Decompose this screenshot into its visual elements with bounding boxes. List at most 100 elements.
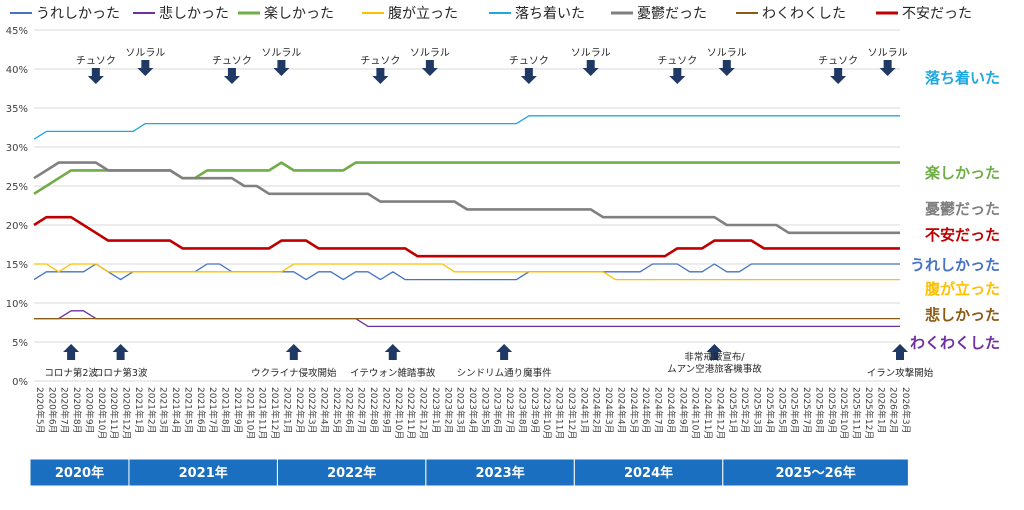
year-band (573, 458, 724, 487)
x-tick-label: 2021年12月 (269, 387, 281, 439)
series-line-腹が立った (34, 263, 900, 281)
annotation-bottom-label: ムアン空港旅客機事故 (667, 363, 762, 375)
x-tick-label: 2023年3月 (455, 387, 467, 434)
annotation-up-arrow (285, 344, 302, 360)
x-tick-label: 2021年6月 (195, 387, 207, 434)
x-tick-label: 2022年4月 (319, 387, 331, 434)
annotation-top-label: チュソク (76, 55, 116, 67)
annotation-down-arrow (273, 60, 290, 76)
annotation-bottom-label: コロナ第3波 (94, 367, 148, 379)
series-end-label: わくわくした (910, 334, 1000, 352)
x-tick-label: 2026年3月 (900, 387, 912, 434)
x-tick-label: 2023年2月 (442, 387, 454, 434)
legend-entry: 憂鬱だった (637, 6, 707, 22)
annotation-bottom-label: 非常戒厳宣布/ (684, 351, 745, 363)
y-tick-label: 10% (6, 299, 28, 310)
x-tick-label: 2023年1月 (430, 387, 442, 434)
x-tick-label: 2023年7月 (504, 387, 516, 434)
y-tick-label: 0% (12, 377, 28, 388)
x-tick-label: 2025年7月 (801, 387, 813, 434)
annotation-top-label: ソルラル (571, 47, 611, 59)
legend-entry: 腹が立った (388, 5, 458, 22)
y-tick-label: 25% (6, 182, 28, 193)
annotation-down-arrow (87, 68, 104, 84)
x-tick-label: 2025年11月 (851, 387, 863, 439)
x-tick-label: 2021年9月 (232, 387, 244, 434)
x-tick-label: 2026年2月 (888, 387, 900, 434)
annotation-top-label: ソルラル (868, 47, 908, 59)
annotation-up-arrow (63, 344, 80, 360)
annotation-bottom-label: コロナ第2波 (44, 367, 98, 379)
x-tick-label: 2022年9月 (380, 387, 392, 434)
annotation-up-arrow (496, 344, 513, 360)
series-end-label: 楽しかった (925, 164, 1000, 182)
year-band (128, 458, 278, 487)
x-tick-label: 2021年7月 (207, 387, 219, 434)
x-tick-label: 2020年11月 (108, 387, 120, 439)
legend-entry: 不安だった (902, 6, 972, 22)
series-end-label: うれしかった (910, 256, 1000, 274)
y-tick-label: 15% (6, 260, 28, 271)
year-band-label: 2022年 (327, 465, 376, 481)
annotation-down-arrow (830, 68, 847, 84)
x-tick-label: 2023年6月 (492, 387, 504, 434)
annotation-top-label: ソルラル (707, 47, 747, 59)
legend-entry: 悲しかった (159, 5, 229, 22)
x-tick-label: 2025年6月 (789, 387, 801, 434)
x-tick-label: 2021年2月 (145, 387, 157, 434)
year-band-label: 2021年 (179, 465, 228, 481)
annotation-bottom-label: ウクライナ侵攻開始 (251, 367, 337, 379)
x-tick-label: 2022年2月 (294, 387, 306, 434)
x-tick-label: 2023年9月 (529, 387, 541, 434)
year-band-label: 2025～26年 (775, 465, 855, 481)
year-band-label: 2020年 (55, 465, 104, 481)
x-tick-label: 2023年12月 (566, 387, 578, 439)
annotation-down-arrow (669, 68, 686, 84)
series-end-label: 腹が立った (925, 280, 1000, 298)
x-tick-label: 2020年8月 (71, 387, 83, 434)
x-tick-label: 2025年12月 (863, 387, 875, 439)
x-tick-label: 2021年4月 (170, 387, 182, 434)
series-line-不安だった (33, 215, 900, 258)
x-tick-label: 2023年8月 (516, 387, 528, 434)
annotation-down-arrow (582, 60, 599, 76)
x-tick-label: 2020年5月 (34, 387, 46, 434)
x-tick-label: 2020年7月 (59, 387, 71, 434)
annotation-top-label: チュソク (818, 55, 858, 67)
annotation-top-label: チュソク (509, 55, 549, 67)
annotation-bottom-label: シンドリム通り魔事件 (457, 367, 553, 379)
annotation-top-label: ソルラル (410, 47, 450, 59)
x-tick-label: 2021年3月 (158, 387, 170, 434)
x-tick-label: 2022年6月 (343, 387, 355, 434)
x-tick-label: 2021年5月 (182, 387, 194, 434)
annotation-down-arrow (520, 68, 537, 84)
series-line-楽しかった (33, 161, 900, 195)
x-tick-label: 2024年11月 (702, 387, 714, 439)
x-tick-label: 2024年5月 (628, 387, 640, 434)
x-tick-label: 2020年9月 (83, 387, 95, 434)
year-band-label: 2024年 (624, 465, 673, 481)
annotation-top-label: チュソク (360, 55, 400, 67)
annotation-down-arrow (421, 60, 438, 76)
y-tick-label: 35% (6, 104, 28, 115)
annotation-top-label: ソルラル (125, 47, 165, 59)
year-band (425, 458, 575, 487)
annotation-top-label: ソルラル (261, 47, 301, 59)
x-tick-label: 2025年10月 (838, 387, 850, 439)
x-tick-label: 2026年1月 (875, 387, 887, 434)
annotation-bottom-label: イラン攻撃開始 (867, 367, 934, 379)
x-tick-label: 2021年10月 (244, 387, 256, 439)
legend-entry: うれしかった (36, 6, 120, 22)
x-tick-label: 2021年11月 (257, 387, 269, 439)
x-tick-label: 2025年5月 (776, 387, 788, 434)
y-tick-label: 20% (6, 221, 28, 232)
x-tick-label: 2024年3月 (603, 387, 615, 434)
annotation-top-label: チュソク (212, 55, 252, 67)
x-tick-label: 2022年1月 (281, 387, 293, 434)
x-tick-label: 2023年4月 (467, 387, 479, 434)
x-tick-label: 2025年8月 (813, 387, 825, 434)
annotation-up-arrow (706, 344, 723, 360)
annotation-bottom-label: イテウォン雑踏事故 (350, 367, 436, 379)
